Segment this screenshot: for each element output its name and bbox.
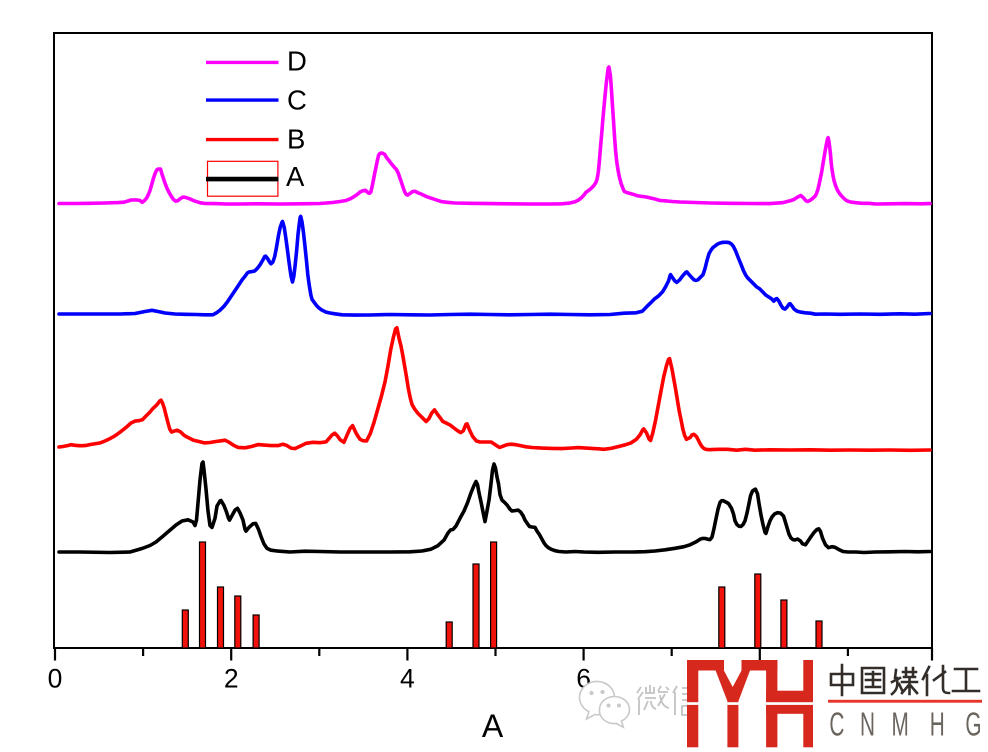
svg-text:B: B xyxy=(287,124,305,155)
svg-text:2: 2 xyxy=(224,664,239,694)
svg-text:0: 0 xyxy=(48,664,63,694)
svg-text:N: N xyxy=(860,706,875,743)
svg-text:G: G xyxy=(965,706,981,743)
svg-text:M: M xyxy=(892,706,909,743)
svg-text:A: A xyxy=(286,161,305,192)
svg-text:A: A xyxy=(482,708,504,744)
svg-text:4: 4 xyxy=(400,664,415,694)
svg-text:H: H xyxy=(930,706,945,743)
svg-text:D: D xyxy=(287,46,307,77)
svg-text:C: C xyxy=(829,706,844,743)
svg-text:C: C xyxy=(287,85,307,116)
